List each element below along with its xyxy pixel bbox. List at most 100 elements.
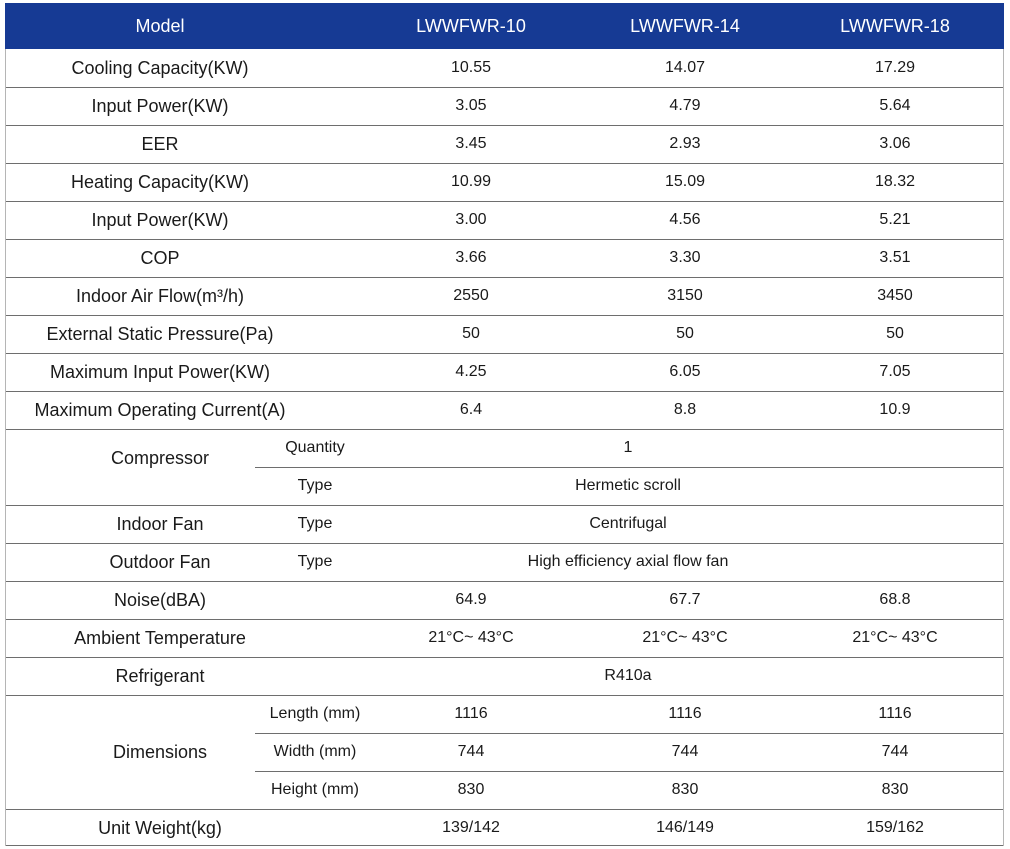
cell-indoor-air-flow-10: 2550 — [453, 287, 489, 304]
row-divider — [5, 429, 1004, 430]
row-divider — [5, 277, 1004, 278]
cell-external-static-pressure-18: 50 — [886, 325, 904, 342]
row-label-heating-capacity: Heating Capacity(KW) — [70, 172, 250, 192]
cell-width-18: 744 — [881, 743, 909, 760]
cell-ambient-temperature-18: 21°C~ 43°C — [852, 629, 938, 646]
row-divider — [5, 845, 1004, 846]
cell-external-static-pressure-14: 50 — [676, 325, 694, 342]
row-label-input-power-cooling: Input Power(KW) — [91, 96, 229, 116]
cell-noise-18: 68.8 — [879, 591, 911, 608]
row-label-refrigerant: Refrigerant — [115, 666, 205, 686]
cell-maximum-input-power-18: 7.05 — [879, 363, 911, 380]
cell-input-power-heating-14: 4.56 — [669, 211, 701, 228]
cell-ambient-temperature-14: 21°C~ 43°C — [642, 629, 728, 646]
row-divider — [5, 657, 1004, 658]
cell-maximum-operating-current-18: 10.9 — [879, 401, 911, 418]
cell-cooling-capacity-14: 14.07 — [664, 59, 706, 76]
table-border-left — [5, 49, 6, 846]
header-model-lwwfwr-10: LWWFWR-10 — [416, 16, 526, 36]
row-divider — [5, 543, 1004, 544]
cell-width-14: 744 — [671, 743, 699, 760]
cell-height-18: 830 — [881, 781, 909, 798]
cell-noise-10: 64.9 — [455, 591, 487, 608]
row-label-outdoor-fan: Outdoor Fan — [109, 552, 211, 572]
cell-maximum-input-power-10: 4.25 — [455, 363, 487, 380]
cell-unit-weight-18: 159/162 — [866, 819, 924, 836]
row-divider — [5, 125, 1004, 126]
row-label-indoor-fan: Indoor Fan — [116, 514, 204, 534]
cell-cooling-capacity-18: 17.29 — [874, 59, 916, 76]
cell-maximum-operating-current-10: 6.4 — [459, 401, 483, 418]
row-label-external-static-pressure: External Static Pressure(Pa) — [46, 324, 274, 344]
cell-input-power-heating-10: 3.00 — [455, 211, 487, 228]
cell-unit-weight-10: 139/142 — [442, 819, 500, 836]
cell-eer-10: 3.45 — [455, 135, 487, 152]
indoor-fan-type-label: Type — [297, 515, 333, 532]
row-divider — [5, 505, 1004, 506]
row-divider — [5, 201, 1004, 202]
cell-input-power-cooling-10: 3.05 — [455, 97, 487, 114]
cell-maximum-input-power-14: 6.05 — [669, 363, 701, 380]
row-label-unit-weight: Unit Weight(kg) — [98, 818, 222, 838]
row-divider — [5, 353, 1004, 354]
cell-length-18: 1116 — [878, 705, 912, 722]
row-label-cooling-capacity: Cooling Capacity(KW) — [71, 58, 249, 78]
row-label-maximum-operating-current: Maximum Operating Current(A) — [34, 400, 286, 420]
cell-noise-14: 67.7 — [669, 591, 701, 608]
cell-ambient-temperature-10: 21°C~ 43°C — [428, 629, 514, 646]
cell-length-14: 1116 — [668, 705, 702, 722]
row-label-eer: EER — [141, 134, 179, 154]
row-divider — [5, 695, 1004, 696]
dimensions-height-label: Height (mm) — [270, 781, 359, 798]
indoor-fan-type-value: Centrifugal — [589, 515, 667, 532]
table-header: Model LWWFWR-10 LWWFWR-14 LWWFWR-18 — [5, 3, 1004, 49]
outdoor-fan-type-label: Type — [297, 553, 333, 570]
cell-cooling-capacity-10: 10.55 — [450, 59, 492, 76]
cell-length-10: 1116 — [454, 705, 488, 722]
cell-input-power-heating-18: 5.21 — [879, 211, 911, 228]
header-model-label: Model — [135, 16, 185, 36]
cell-heating-capacity-18: 18.32 — [874, 173, 916, 190]
compressor-type-label: Type — [297, 477, 333, 494]
dimensions-width-label: Width (mm) — [273, 743, 357, 760]
cell-height-10: 830 — [457, 781, 485, 798]
cell-eer-18: 3.06 — [879, 135, 911, 152]
row-label-compressor: Compressor — [110, 448, 210, 468]
cell-cop-18: 3.51 — [879, 249, 911, 266]
cell-cop-10: 3.66 — [455, 249, 487, 266]
row-divider — [5, 315, 1004, 316]
row-label-cop: COP — [140, 248, 180, 268]
outdoor-fan-type-value: High efficiency axial flow fan — [527, 553, 729, 570]
cell-eer-14: 2.93 — [669, 135, 701, 152]
row-label-noise: Noise(dBA) — [113, 590, 207, 610]
cell-input-power-cooling-18: 5.64 — [879, 97, 911, 114]
cell-cop-14: 3.30 — [669, 249, 701, 266]
row-label-indoor-air-flow: Indoor Air Flow(m³/h) — [75, 286, 245, 306]
row-divider — [5, 239, 1004, 240]
cell-input-power-cooling-14: 4.79 — [669, 97, 701, 114]
cell-width-10: 744 — [457, 743, 485, 760]
compressor-type-value: Hermetic scroll — [575, 477, 681, 494]
cell-indoor-air-flow-18: 3450 — [877, 287, 913, 304]
row-divider — [255, 733, 1004, 734]
cell-unit-weight-14: 146/149 — [656, 819, 714, 836]
header-model-lwwfwr-14: LWWFWR-14 — [630, 16, 740, 36]
compressor-quantity-value: 1 — [623, 439, 633, 456]
row-label-maximum-input-power: Maximum Input Power(KW) — [49, 362, 271, 382]
cell-height-14: 830 — [671, 781, 699, 798]
row-divider — [255, 771, 1004, 772]
row-label-input-power-heating: Input Power(KW) — [91, 210, 229, 230]
row-divider — [255, 467, 1004, 468]
cell-external-static-pressure-10: 50 — [462, 325, 480, 342]
row-divider — [5, 87, 1004, 88]
row-label-dimensions: Dimensions — [112, 742, 208, 762]
row-divider — [5, 581, 1004, 582]
compressor-quantity-label: Quantity — [285, 439, 345, 456]
cell-heating-capacity-10: 10.99 — [450, 173, 492, 190]
row-divider — [5, 809, 1004, 810]
header-model-lwwfwr-18: LWWFWR-18 — [840, 16, 950, 36]
row-divider — [5, 391, 1004, 392]
row-divider — [5, 163, 1004, 164]
cell-maximum-operating-current-14: 8.8 — [673, 401, 697, 418]
table-border-right — [1003, 49, 1004, 846]
